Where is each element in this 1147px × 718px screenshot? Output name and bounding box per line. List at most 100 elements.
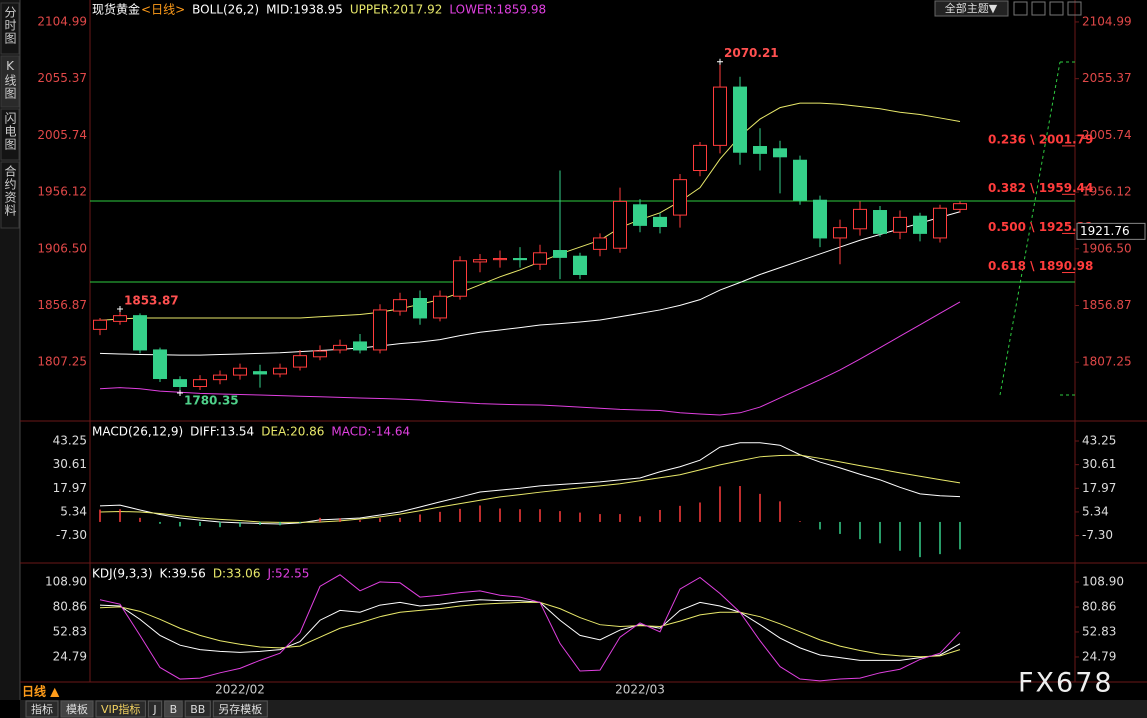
sidebar-tab-label[interactable]: 合约资料 bbox=[3, 164, 17, 217]
candle-body bbox=[473, 259, 487, 263]
bottom-tab-label[interactable]: VIP指标 bbox=[101, 702, 140, 716]
candle-body bbox=[653, 216, 667, 228]
indicator-readout: MACD(26,12,9) bbox=[92, 425, 183, 439]
y-tick-label-right: 108.90 bbox=[1082, 575, 1124, 589]
candle-body bbox=[253, 371, 267, 375]
bottom-tab-label[interactable]: BB bbox=[190, 703, 205, 716]
indicator-readout: MACD:-14.64 bbox=[331, 425, 410, 439]
icon[interactable] bbox=[1013, 1, 1028, 16]
sidebar-tab[interactable] bbox=[0, 161, 20, 229]
extreme-label: 1780.35 bbox=[184, 393, 239, 407]
bottom-tab-label[interactable]: 指标 bbox=[31, 702, 53, 716]
indicator-readout: 现货黄金 bbox=[92, 2, 140, 17]
candle-body bbox=[173, 379, 187, 388]
indicator-readout: DEA:20.86 bbox=[261, 425, 324, 439]
bottom-tab[interactable] bbox=[147, 700, 163, 718]
sidebar-tab[interactable] bbox=[0, 108, 20, 161]
x-tick-label: 2022/02 bbox=[215, 683, 265, 697]
bottom-tab-label[interactable]: J bbox=[152, 703, 156, 716]
y-tick-label: 108.90 bbox=[45, 575, 87, 589]
extreme-label: 2070.21 bbox=[724, 46, 779, 60]
candle-body bbox=[233, 367, 247, 376]
candle-body bbox=[533, 252, 547, 265]
bottom-tab-label[interactable]: 另存模板 bbox=[218, 702, 262, 716]
indicator-line bbox=[99, 574, 961, 682]
y-tick-label: 5.34 bbox=[60, 504, 87, 518]
candle-body bbox=[133, 315, 147, 351]
candle-body bbox=[673, 179, 687, 216]
indicator-line bbox=[99, 601, 961, 658]
indicator-readout: K:39.56 bbox=[160, 567, 206, 581]
candle-body bbox=[453, 260, 467, 297]
theme-button-label[interactable]: 全部主题▼ bbox=[945, 1, 998, 15]
bottom-tab[interactable] bbox=[184, 700, 211, 718]
y-tick-label: 2104.99 bbox=[37, 14, 87, 28]
candle-body bbox=[953, 203, 967, 210]
bottom-tab[interactable] bbox=[95, 700, 146, 718]
y-tick-label: 1807.25 bbox=[37, 355, 87, 369]
candle-body bbox=[893, 216, 907, 233]
sidebar-tab-label[interactable]: 分时图 bbox=[3, 6, 17, 45]
indicator-line bbox=[99, 442, 961, 525]
watermark: FX678 bbox=[1018, 668, 1114, 699]
y-tick-label: 2005.74 bbox=[37, 128, 87, 142]
indicator-readout: DIFF:13.54 bbox=[190, 425, 254, 439]
sidebar-tab[interactable] bbox=[0, 2, 20, 55]
indicator-readout: MID:1938.95 bbox=[266, 3, 343, 17]
bottom-tab-label[interactable]: 模板 bbox=[66, 702, 88, 716]
sidebar-tab-label[interactable]: 闪电图 bbox=[3, 112, 17, 151]
y-tick-label-right: 2055.37 bbox=[1082, 71, 1132, 85]
indicator-readout: BOLL(26,2) bbox=[192, 3, 259, 17]
fib-label: 0.382 \ 1959.44 bbox=[988, 181, 1093, 195]
indicator-readout: KDJ(9,3,3) bbox=[92, 567, 153, 581]
theme-button[interactable] bbox=[934, 0, 1009, 17]
y-tick-label-right: 30.61 bbox=[1082, 457, 1116, 471]
y-tick-label: 43.25 bbox=[53, 433, 87, 447]
extreme-marker bbox=[117, 305, 123, 312]
indicator-line bbox=[99, 211, 961, 356]
candle-body bbox=[213, 374, 227, 381]
icon[interactable] bbox=[1067, 1, 1082, 16]
bottom-tab[interactable] bbox=[164, 700, 183, 718]
candle-body bbox=[373, 309, 387, 351]
y-tick-label: 30.61 bbox=[53, 457, 87, 471]
y-tick-label-right: 5.34 bbox=[1082, 504, 1109, 518]
candle-body bbox=[293, 355, 307, 368]
candle-body bbox=[773, 148, 787, 158]
trend-dashed bbox=[999, 61, 1061, 396]
icon[interactable] bbox=[1049, 1, 1064, 16]
sidebar-tab[interactable] bbox=[0, 55, 20, 108]
y-tick-label-right: 52.83 bbox=[1082, 624, 1116, 638]
bottom-tab-label[interactable]: B bbox=[170, 703, 178, 716]
y-tick-label: 52.83 bbox=[53, 624, 87, 638]
window-icons bbox=[1013, 1, 1082, 16]
last-price-label: 1921.76 bbox=[1080, 224, 1130, 238]
candle-body bbox=[873, 210, 887, 234]
indicator-line bbox=[99, 599, 961, 661]
candle-body bbox=[713, 86, 727, 146]
candle-body bbox=[513, 258, 527, 261]
candle-body bbox=[853, 208, 867, 230]
candle-body bbox=[493, 258, 507, 261]
panel-frame bbox=[20, 0, 1147, 683]
fib-label: 0.618 \ 1890.98 bbox=[988, 259, 1093, 273]
y-tick-label-right: 2005.74 bbox=[1082, 128, 1132, 142]
y-tick-label: 1906.50 bbox=[37, 241, 87, 255]
y-tick-label: 80.86 bbox=[53, 599, 87, 613]
bottom-tab[interactable] bbox=[25, 700, 59, 718]
bottom-tab[interactable] bbox=[212, 700, 268, 718]
bottom-tab[interactable] bbox=[60, 700, 94, 718]
y-tick-label-right: 1956.12 bbox=[1082, 185, 1132, 199]
extreme-label: 1853.87 bbox=[124, 293, 179, 307]
sidebar-tab-label[interactable]: K线图 bbox=[3, 59, 17, 100]
candle-body bbox=[273, 367, 287, 375]
y-tick-label-right: 17.97 bbox=[1082, 481, 1116, 495]
icon[interactable] bbox=[1031, 1, 1046, 16]
period-label[interactable]: 日线 ▲ bbox=[22, 684, 60, 699]
y-tick-label: 17.97 bbox=[53, 481, 87, 495]
y-tick-label-right: -7.30 bbox=[1082, 528, 1113, 542]
candle-body bbox=[553, 250, 567, 258]
y-tick-label: 2055.37 bbox=[37, 71, 87, 85]
